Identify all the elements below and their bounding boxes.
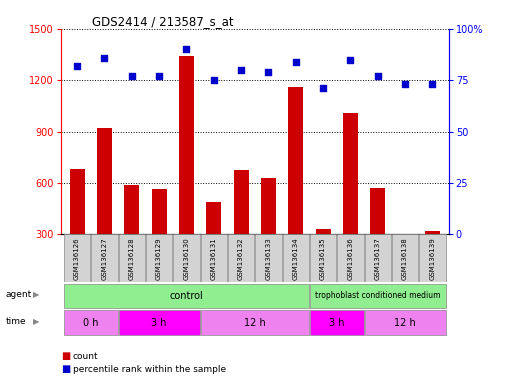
- Text: 3 h: 3 h: [329, 318, 344, 328]
- Text: 12 h: 12 h: [394, 318, 416, 328]
- Bar: [64, 234, 90, 282]
- Text: GSM136126: GSM136126: [74, 237, 80, 280]
- Bar: [261, 178, 276, 286]
- Text: GSM136135: GSM136135: [320, 237, 326, 280]
- Bar: [337, 234, 364, 282]
- Bar: [310, 234, 336, 282]
- Bar: [425, 231, 440, 286]
- Bar: [343, 113, 358, 286]
- Point: [182, 46, 191, 52]
- Bar: [64, 283, 309, 308]
- Text: ■: ■: [61, 351, 70, 361]
- Text: 12 h: 12 h: [244, 318, 266, 328]
- Text: GSM136128: GSM136128: [129, 237, 135, 280]
- Point: [155, 73, 163, 79]
- Point: [73, 63, 81, 69]
- Text: control: control: [169, 291, 203, 301]
- Text: ▶: ▶: [33, 317, 40, 326]
- Bar: [310, 283, 446, 308]
- Bar: [201, 234, 227, 282]
- Text: GSM136133: GSM136133: [266, 237, 271, 280]
- Text: count: count: [73, 352, 99, 361]
- Bar: [206, 202, 221, 286]
- Text: trophoblast conditioned medium: trophoblast conditioned medium: [315, 291, 440, 300]
- Bar: [282, 234, 309, 282]
- Text: GSM136134: GSM136134: [293, 237, 299, 280]
- Text: GSM136131: GSM136131: [211, 237, 217, 280]
- Bar: [392, 234, 418, 282]
- Bar: [97, 128, 112, 286]
- Text: GSM136138: GSM136138: [402, 237, 408, 280]
- Bar: [124, 185, 139, 286]
- Bar: [419, 234, 446, 282]
- Text: GSM136139: GSM136139: [429, 237, 436, 280]
- Bar: [119, 234, 145, 282]
- Bar: [365, 310, 446, 334]
- Point: [401, 81, 409, 87]
- Bar: [310, 310, 364, 334]
- Text: GSM136129: GSM136129: [156, 237, 162, 280]
- Bar: [233, 170, 249, 286]
- Bar: [146, 234, 172, 282]
- Text: 3 h: 3 h: [152, 318, 167, 328]
- Bar: [256, 234, 281, 282]
- Bar: [316, 229, 331, 286]
- Text: ■: ■: [61, 364, 70, 374]
- Text: percentile rank within the sample: percentile rank within the sample: [73, 365, 226, 374]
- Text: 0 h: 0 h: [83, 318, 99, 328]
- Point: [346, 56, 355, 63]
- Bar: [228, 234, 254, 282]
- Point: [210, 77, 218, 83]
- Bar: [91, 234, 118, 282]
- Text: ▶: ▶: [33, 290, 40, 300]
- Text: GSM136136: GSM136136: [347, 237, 353, 280]
- Point: [373, 73, 382, 79]
- Bar: [173, 234, 200, 282]
- Bar: [152, 189, 167, 286]
- Point: [319, 85, 327, 91]
- Point: [100, 55, 109, 61]
- Point: [428, 81, 437, 87]
- Point: [264, 69, 272, 75]
- Text: GSM136130: GSM136130: [183, 237, 190, 280]
- Point: [291, 59, 300, 65]
- Text: GSM136132: GSM136132: [238, 237, 244, 280]
- Text: GSM136127: GSM136127: [101, 237, 107, 280]
- Bar: [179, 56, 194, 286]
- Bar: [119, 310, 200, 334]
- Bar: [70, 169, 84, 286]
- Bar: [201, 310, 309, 334]
- Bar: [365, 234, 391, 282]
- Text: GDS2414 / 213587_s_at: GDS2414 / 213587_s_at: [92, 15, 233, 28]
- Bar: [370, 188, 385, 286]
- Bar: [64, 310, 118, 334]
- Text: agent: agent: [5, 290, 32, 300]
- Text: time: time: [5, 317, 26, 326]
- Bar: [288, 87, 303, 286]
- Bar: [398, 271, 412, 286]
- Text: GSM136137: GSM136137: [375, 237, 381, 280]
- Point: [128, 73, 136, 79]
- Point: [237, 67, 246, 73]
